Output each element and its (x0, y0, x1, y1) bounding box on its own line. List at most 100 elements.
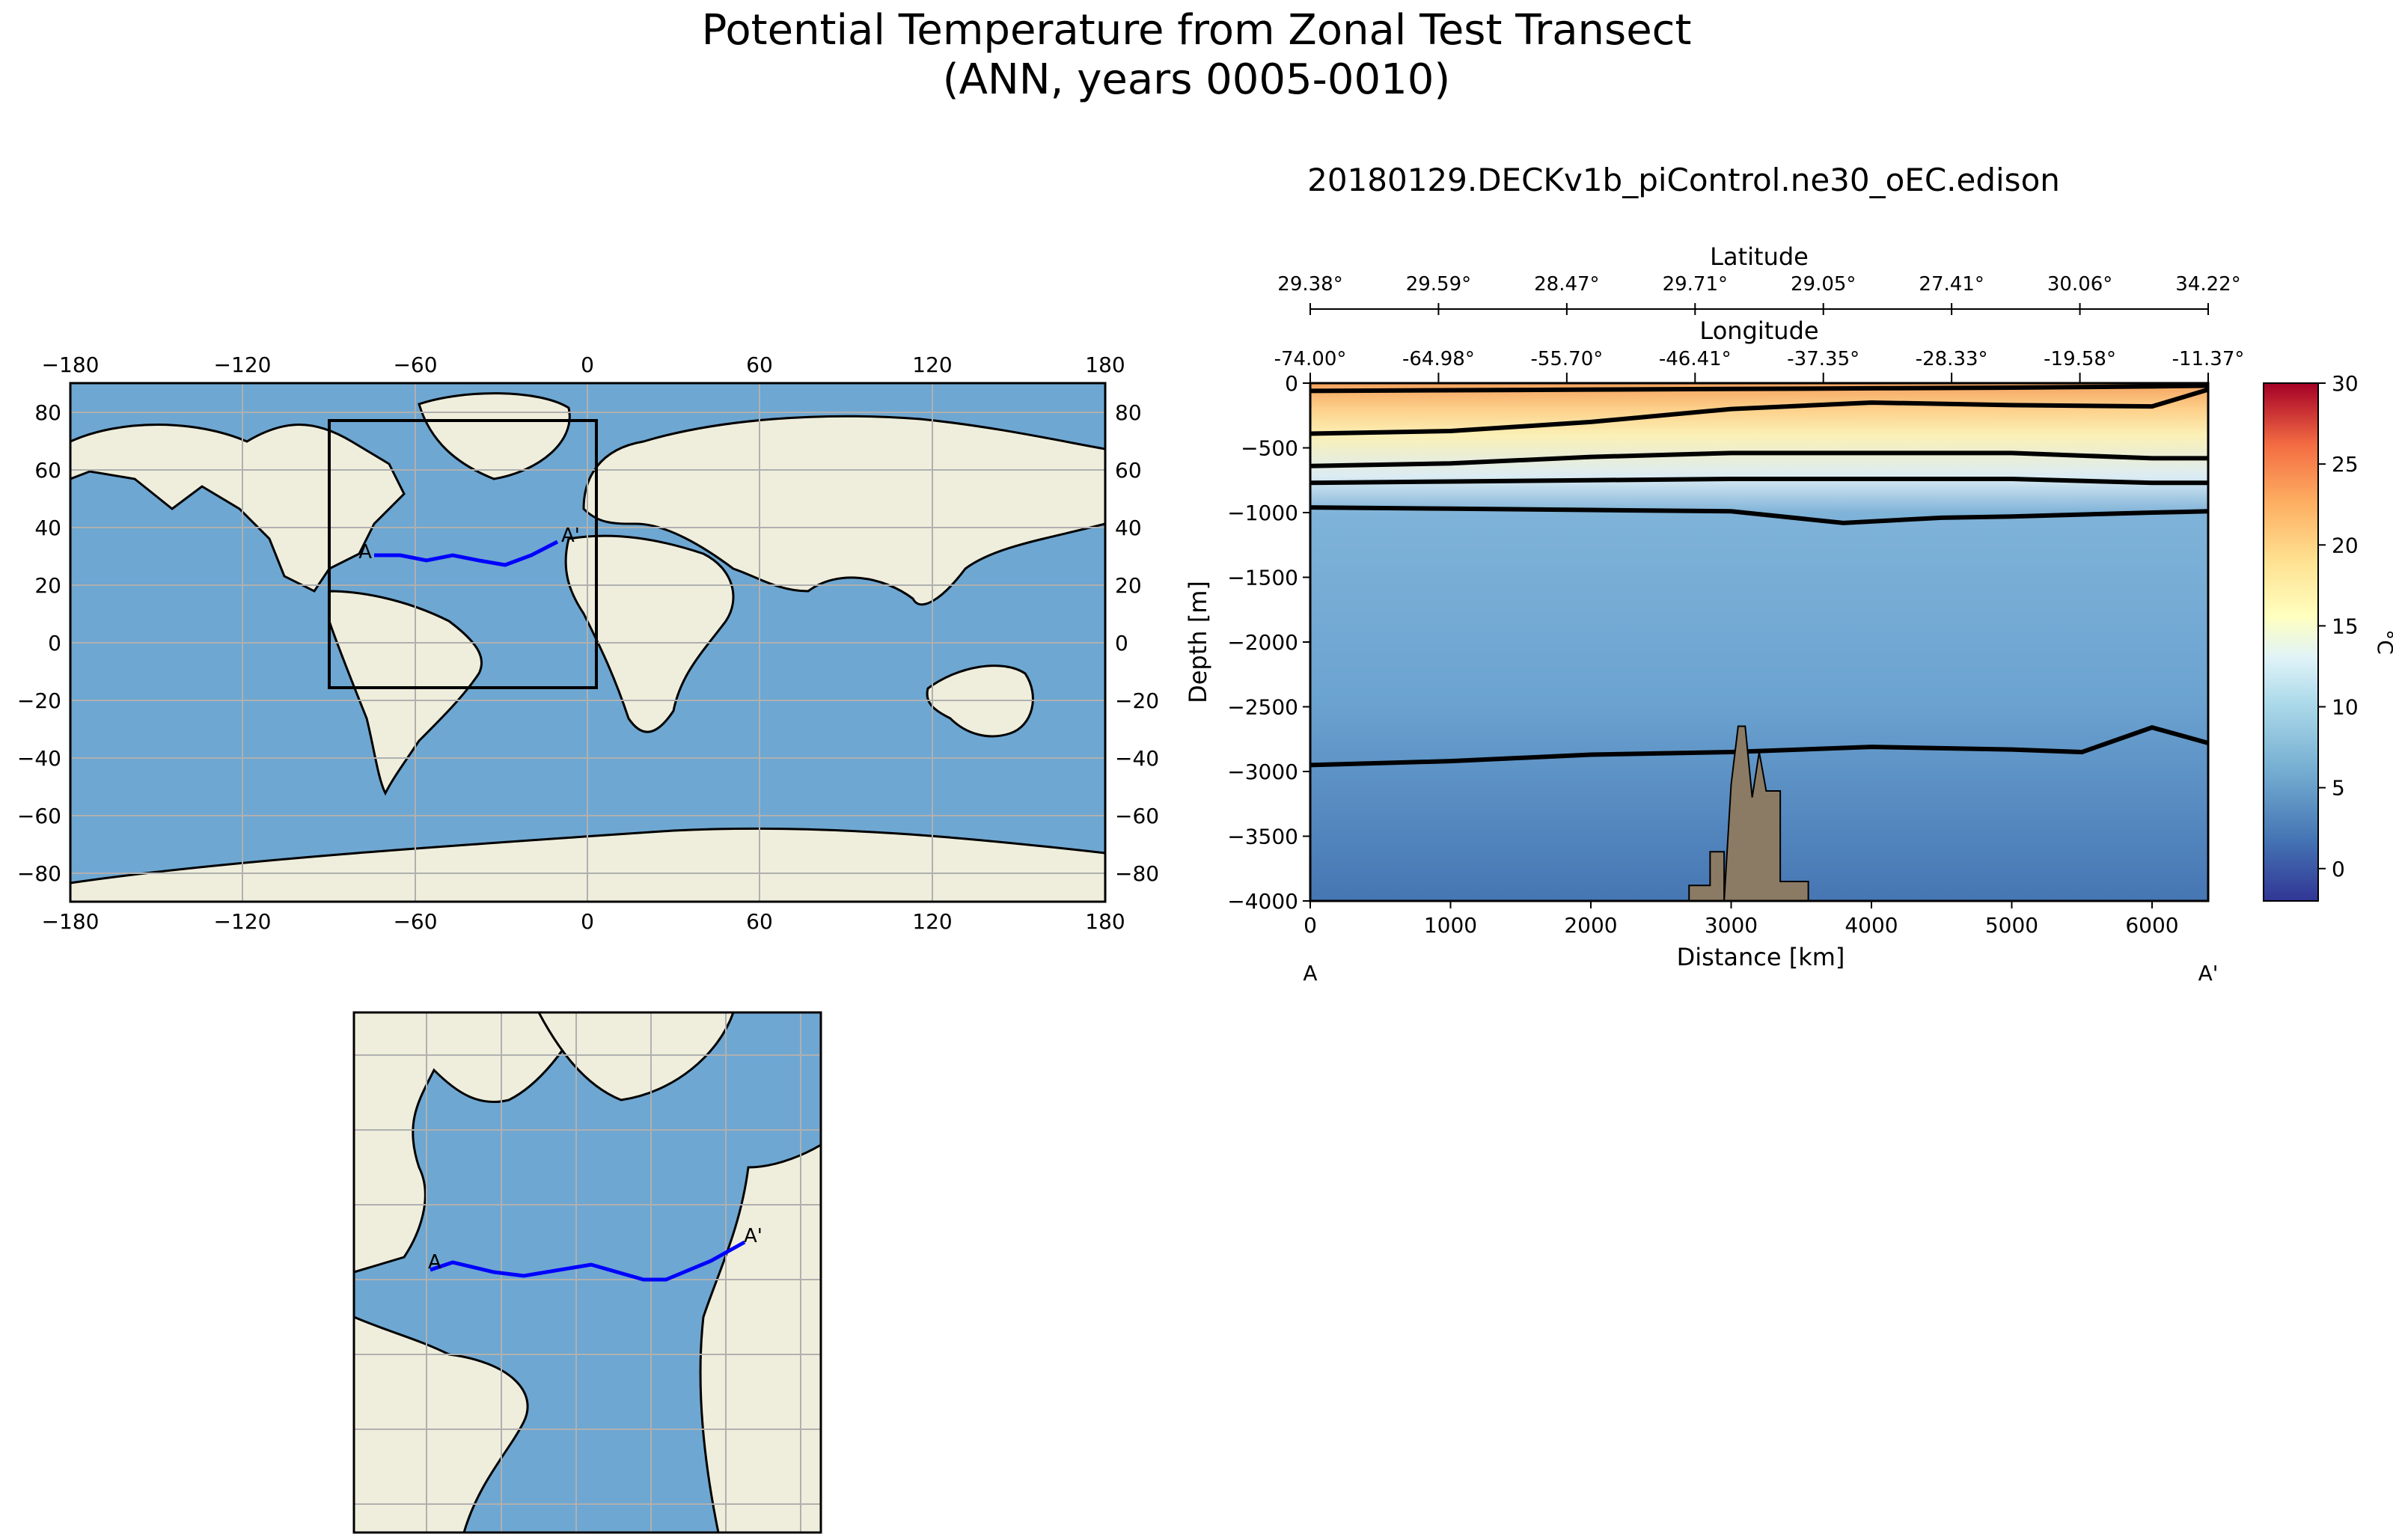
world-lat-tick: −80 (17, 861, 61, 886)
y-tick-label: −2000 (1227, 630, 1298, 655)
contour-line (1310, 383, 2208, 394)
world-lat-tick: 20 (34, 573, 61, 598)
world-lon-tick: −180 (42, 909, 100, 934)
world-lat-tick: 80 (34, 400, 61, 425)
world-lon-ticks-top: −180 −120 −60 0 60 120 180 (42, 352, 1125, 377)
contour-line (1310, 477, 2208, 486)
section-y-ticks: 0 −500 −1000 −1500 −2000 −2500 −3000 −3500 −4000 (1227, 371, 1310, 914)
lat-tick-label: 30.06° (2047, 273, 2112, 296)
inset-marker-a-prime: A' (744, 1225, 762, 1247)
lon-tick-label: -46.41° (1659, 348, 1732, 370)
world-lon-tick: 180 (1085, 352, 1125, 377)
inset-land-greenland (537, 1012, 735, 1101)
section-end-label: A' (2198, 961, 2219, 986)
lon-tick-label: -64.98° (1402, 348, 1475, 370)
world-lon-tick: 0 (581, 909, 594, 934)
section-bathymetry (1688, 725, 1809, 901)
figure-title-line2: (ANN, years 0005-0010) (942, 55, 1451, 104)
inset-map-frame (352, 1011, 822, 1534)
lat-tick-label: 29.38° (1277, 273, 1342, 296)
world-lat-tick: 40 (1115, 516, 1142, 540)
colorbar-ticks: 30 25 20 15 10 5 0 (2318, 371, 2359, 881)
y-tick-label: −1000 (1227, 501, 1298, 525)
lon-tick-label: -74.00° (1274, 348, 1347, 370)
seamount (1688, 725, 1809, 901)
lat-tick-label: 27.41° (1919, 273, 1984, 296)
colorbar-tick-label: 15 (2332, 614, 2359, 638)
x-tick-label: 2000 (1564, 913, 1617, 938)
world-lon-tick: 180 (1085, 909, 1125, 934)
world-lat-tick: −40 (17, 746, 61, 771)
section-y-label: Depth [m] (1184, 581, 1212, 703)
y-tick-label: 0 (1285, 371, 1298, 396)
land-south-america (328, 590, 483, 796)
inset-map-body (354, 1012, 821, 1533)
colorbar (2263, 382, 2319, 902)
world-lon-tick: 0 (581, 352, 594, 377)
colorbar-tick-label: 10 (2332, 695, 2359, 720)
world-transect-line (374, 540, 559, 567)
y-tick-label: −3000 (1227, 760, 1298, 784)
world-lon-tick: 60 (746, 352, 773, 377)
lon-tick-label: -28.33° (1916, 348, 1988, 370)
x-tick-label: 1000 (1424, 913, 1477, 938)
world-lat-tick: 0 (1115, 631, 1128, 656)
longitude-ticks: -74.00° -64.98° -55.70° -46.41° -37.35° -28.3… (1274, 348, 2245, 383)
world-lon-tick: −120 (214, 909, 272, 934)
colorbar-tick-label: 20 (2332, 533, 2359, 557)
y-tick-label: −500 (1241, 436, 1298, 461)
world-map-body (70, 383, 1105, 902)
section-x-label: Distance [km] (1677, 943, 1845, 971)
world-lat-tick: −20 (17, 688, 61, 713)
world-lon-tick: 120 (912, 909, 952, 934)
world-lon-tick: −60 (393, 352, 437, 377)
world-lon-tick: −120 (214, 352, 272, 377)
world-marker-a-prime: A' (561, 525, 580, 547)
land-eurasia (582, 415, 1105, 606)
x-tick-label: 4000 (1845, 913, 1898, 938)
colorbar-unit-label: °C (2373, 629, 2393, 655)
figure-title: Potential Temperature from Zonal Test Tr… (0, 6, 2393, 105)
section-plot-body (1310, 383, 2208, 901)
latitude-axis-label: Latitude (1710, 242, 1809, 271)
world-map-frame (69, 382, 1107, 903)
y-tick-label: −2500 (1227, 695, 1298, 720)
contour-line (1310, 450, 2208, 468)
world-lat-tick: −60 (17, 804, 61, 828)
inset-transect-line (430, 1240, 746, 1282)
inset-marker-a: A (428, 1251, 441, 1274)
lon-tick-label: -19.58° (2044, 348, 2116, 370)
section-contours (1310, 383, 2208, 768)
inset-land-north-america (354, 1012, 585, 1274)
lat-tick-label: 29.05° (1791, 273, 1856, 296)
lon-tick-label: -11.37° (2172, 348, 2245, 370)
world-lat-tick: −60 (1115, 804, 1159, 828)
world-lat-tick: −80 (1115, 861, 1159, 886)
land-greenland (418, 392, 571, 480)
world-lon-ticks-bottom: −180 −120 −60 0 60 120 180 (42, 909, 1125, 934)
y-tick-label: −1500 (1227, 566, 1298, 590)
colorbar-tick-label: 0 (2332, 857, 2345, 881)
world-marker-a: A (358, 541, 372, 563)
x-tick-label: 0 (1304, 913, 1317, 938)
lat-tick-label: 34.22° (2175, 273, 2240, 296)
y-tick-label: −3500 (1227, 825, 1298, 849)
world-lat-tick: −40 (1115, 746, 1159, 771)
y-tick-label: −4000 (1227, 889, 1298, 914)
world-lat-tick: 80 (1115, 400, 1142, 425)
contour-line (1310, 725, 2208, 768)
x-tick-label: 3000 (1705, 913, 1758, 938)
contour-line (1310, 387, 2208, 436)
colorbar-tick-label: 30 (2332, 371, 2359, 396)
section-x-ticks: 0 1000 2000 3000 4000 5000 6000 (1304, 901, 2179, 938)
world-lat-tick: 20 (1115, 573, 1142, 598)
world-lat-tick: 40 (34, 516, 61, 540)
world-lon-tick: 120 (912, 352, 952, 377)
inset-region-box (328, 419, 598, 689)
lat-tick-label: 29.59° (1406, 273, 1471, 296)
lon-tick-label: -37.35° (1787, 348, 1859, 370)
contour-line (1310, 505, 2208, 525)
world-lat-ticks-left: 80 60 40 20 0 −20 −40 −60 −80 (17, 400, 61, 886)
world-lat-tick: 0 (48, 631, 61, 656)
